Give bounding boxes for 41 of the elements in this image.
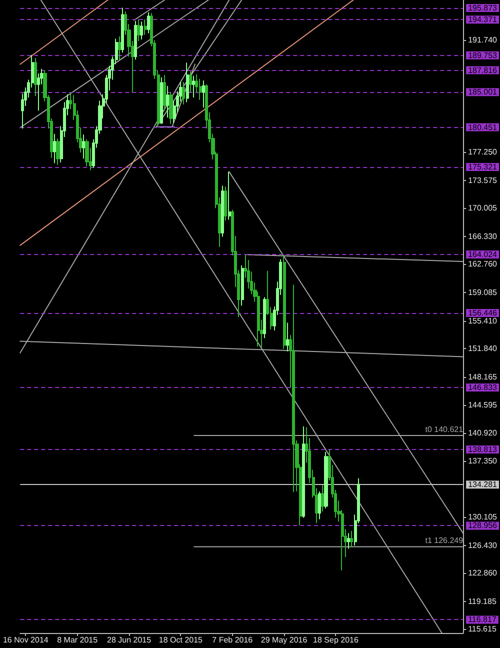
y-tick-label: 159.085 [468,288,498,298]
y-tick-label: 119.185 [468,596,497,606]
ref-line-label: 185.001 [468,88,498,97]
x-tick-label: 18 Oct 2015 [158,636,204,644]
series-label: t0 140.621 [425,425,464,434]
y-tick-label: 173.575 [468,176,498,185]
y-tick-label: 177.250 [468,148,498,157]
y-tick-label: 140.920 [468,428,498,438]
x-tick-label: 29 May 2016 [260,636,308,644]
y-tick-label: 137.350 [468,456,498,466]
x-tick-label: 18 Sep 2016 [313,636,359,644]
x-tick-label: 28 Jun 2015 [107,636,152,644]
y-tick-label: 130.105 [468,512,498,522]
series-label: t1 126.249 [425,536,464,546]
x-tick-label: 8 Mar 2015 [57,636,98,644]
ref-line-label: 164.024 [468,250,498,259]
ref-line-label: 128.956 [468,521,498,530]
y-tick-label: 191.740 [468,35,498,44]
y-tick-label: 144.595 [468,400,498,410]
ref-line-label: 116.817 [468,615,497,624]
ref-line-label: 189.753 [468,50,498,60]
x-tick-label: 7 Feb 2016 [212,636,254,644]
y-tick-label: 122.860 [468,568,498,578]
y-tick-label: 170.005 [468,204,498,213]
ref-line-label: 195.873 [468,3,498,12]
ref-line-label: 194.371 [468,15,498,24]
ref-line-label: 156.446 [468,308,498,318]
x-tick-label: 16 Nov 2014 [2,636,49,644]
ref-line-label: 187.816 [468,66,498,75]
y-tick-label: 126.430 [468,540,498,550]
y-tick-label: 148.165 [468,372,498,382]
y-tick-label: 151.840 [468,344,498,354]
ref-line-label: 180.451 [468,122,498,132]
y-tick-label: 115.615 [468,624,497,634]
y-tick-label: 155.410 [468,316,498,326]
ref-line-label: 138.813 [468,445,498,454]
y-tick-label: 166.330 [468,232,498,242]
ref-line-label: 175.321 [468,162,498,172]
ref-line-label: 146.833 [468,382,498,392]
y-tick-label: 162.760 [468,260,498,269]
ref-line-label: 134.281 [468,480,498,490]
